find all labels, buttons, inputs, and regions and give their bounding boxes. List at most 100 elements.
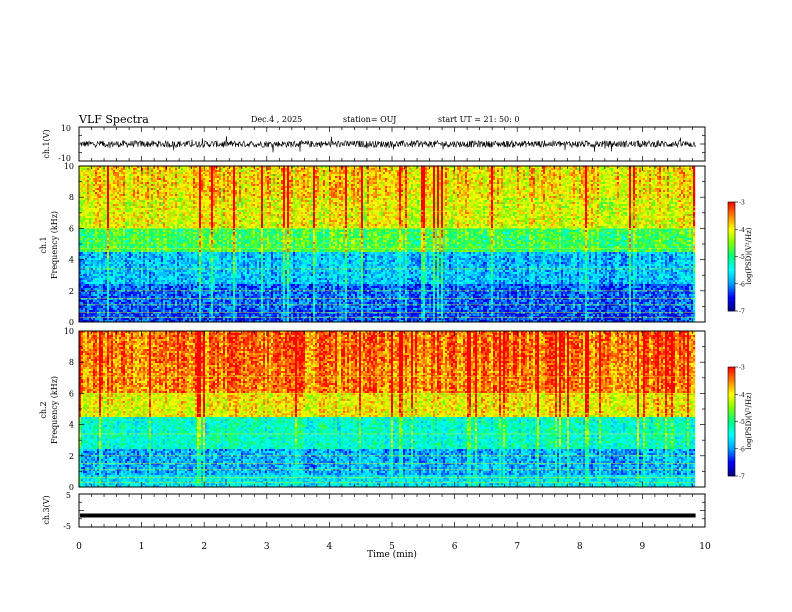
spectrogram-cell — [143, 224, 145, 226]
spectrogram-cell — [137, 220, 139, 222]
spectrogram-cell — [157, 172, 159, 174]
spectrogram-cell — [127, 256, 129, 258]
spectrogram-cell — [117, 192, 119, 194]
spectrogram-cell — [111, 250, 113, 252]
spectrogram-cell — [123, 302, 125, 304]
spectrogram-cell — [135, 302, 137, 304]
spectrogram-cell — [101, 280, 103, 282]
spectrogram-cell — [155, 180, 157, 182]
spectrogram-cell — [161, 302, 163, 304]
spectrogram-cell — [161, 172, 163, 174]
spectrogram-cell — [141, 270, 143, 272]
spectrogram-cell — [139, 184, 141, 186]
spectrogram-cell — [129, 308, 131, 310]
spectrogram-cell — [119, 218, 121, 220]
spectrogram-cell — [161, 292, 163, 294]
spectrogram-cell — [87, 230, 89, 232]
spectrogram-cell — [161, 256, 163, 258]
spectrogram-cell — [161, 226, 163, 228]
spectrogram-cell — [111, 240, 113, 242]
spectrogram-cell — [153, 226, 155, 228]
spectrogram-cell — [111, 200, 113, 202]
spectrogram-cell — [105, 246, 107, 248]
spectrogram-cell — [125, 248, 127, 250]
spectrogram-cell — [115, 220, 117, 222]
spectrogram-cell — [161, 174, 163, 176]
spectrogram-cell — [99, 184, 101, 186]
spectrogram-cell — [119, 292, 121, 294]
spectrogram-cell — [125, 184, 127, 186]
spectrogram-cell — [83, 292, 85, 294]
spectrogram-cell — [153, 284, 155, 286]
spectrogram-cell — [95, 288, 97, 290]
spectrogram-cell — [89, 286, 91, 288]
spectrogram-cell — [107, 282, 109, 284]
spectrogram-cell — [149, 224, 151, 226]
spectrogram-cell — [119, 196, 121, 198]
spectrogram-cell — [111, 276, 113, 278]
spectrogram-cell — [93, 234, 95, 236]
spectrogram-cell — [113, 230, 115, 232]
spectrogram-cell — [163, 190, 165, 192]
spectrogram-cell — [123, 206, 125, 208]
spectrogram-cell — [153, 186, 155, 188]
spectrogram-cell — [91, 174, 93, 176]
spectrogram-cell — [117, 230, 119, 232]
spectrogram-cell — [159, 284, 161, 286]
spectrogram-cell — [85, 220, 87, 222]
spectrogram-cell — [85, 276, 87, 278]
spectrogram-cell — [151, 172, 153, 174]
spectrogram-cell — [87, 260, 89, 262]
spectrogram-cell — [125, 282, 127, 284]
spectrogram-cell — [117, 266, 119, 268]
spectrogram-cell — [117, 274, 119, 276]
spectrogram-cell — [141, 266, 143, 268]
spectrogram-cell — [95, 234, 97, 236]
spectrogram-cell — [133, 244, 135, 246]
spectrogram-cell — [85, 266, 87, 268]
spectrogram-cell — [103, 274, 105, 276]
spectrogram-cell — [147, 190, 149, 192]
spectrogram-cell — [109, 290, 111, 292]
spectrogram-cell — [103, 264, 105, 266]
spectrogram-cell — [131, 186, 133, 188]
spectrogram-cell — [149, 178, 151, 180]
spectrogram-cell — [115, 258, 117, 260]
spectrogram-cell — [105, 308, 107, 310]
spectrogram-cell — [87, 276, 89, 278]
spectrogram-cell — [121, 254, 123, 256]
spectrogram-cell — [91, 180, 93, 182]
spectrogram-cell — [89, 198, 91, 200]
spectrogram-cell — [123, 176, 125, 178]
spectrogram-cell — [149, 184, 151, 186]
spectrogram-cell — [125, 252, 127, 254]
spectrogram-cell — [137, 294, 139, 296]
spectrogram-cell — [107, 218, 109, 220]
spectrogram-cell — [143, 246, 145, 248]
spectrogram-cell — [99, 196, 101, 198]
spectrogram-cell — [113, 226, 115, 228]
spectrogram-cell — [93, 220, 95, 222]
spectrogram-cell — [95, 308, 97, 310]
spectrogram-cell — [85, 222, 87, 224]
spectrogram-cell — [131, 240, 133, 242]
spectrogram-cell — [131, 252, 133, 254]
spectrogram-cell — [85, 174, 87, 176]
spectrogram-cell — [121, 312, 123, 314]
spectrogram-cell — [159, 232, 161, 234]
spectrogram-cell — [139, 288, 141, 290]
spectrogram-cell — [127, 208, 129, 210]
spectrogram-cell — [85, 218, 87, 220]
spectrogram-cell — [115, 202, 117, 204]
spectrogram-cell — [139, 232, 141, 234]
spectrogram-cell — [103, 202, 105, 204]
spectrogram-cell — [129, 266, 131, 268]
spectrogram-cell — [107, 196, 109, 198]
spectrogram-cell — [105, 276, 107, 278]
spectrogram-cell — [109, 212, 111, 214]
spectrogram-cell — [145, 204, 147, 206]
spectrogram-cell — [109, 234, 111, 236]
spectrogram-cell — [129, 170, 131, 172]
spectrogram-cell — [131, 314, 133, 316]
spectrogram-cell — [115, 254, 117, 256]
